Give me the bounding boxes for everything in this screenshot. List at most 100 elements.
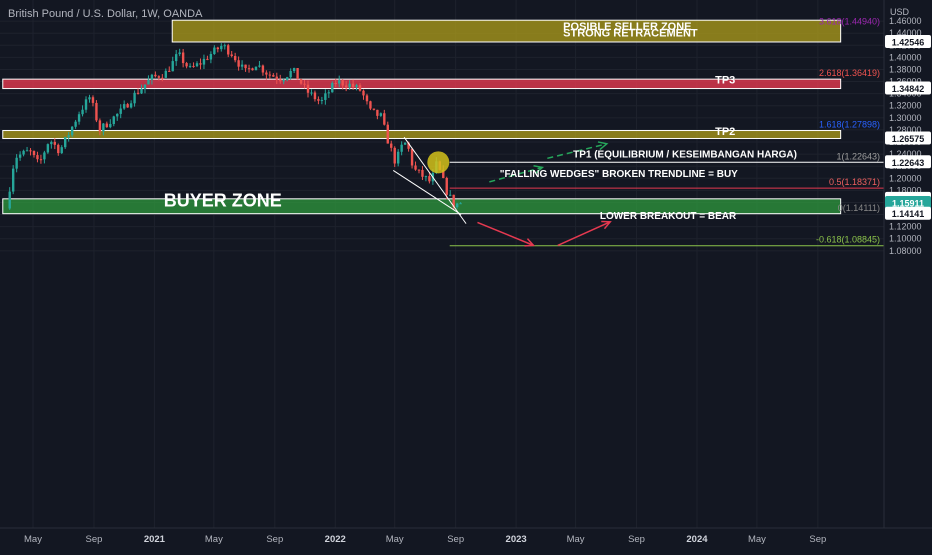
- candle-body: [303, 83, 306, 85]
- candle-body: [442, 169, 445, 178]
- candle-body: [46, 144, 50, 153]
- candle-body: [195, 63, 199, 67]
- candle-body: [188, 65, 192, 67]
- price-tag-label: 1.14141: [892, 209, 925, 219]
- candle-body: [265, 72, 268, 75]
- breakout-circle: [427, 151, 450, 174]
- arrow-up-1-head: [533, 165, 545, 174]
- candle-body: [449, 194, 452, 196]
- y-tick-label: 1.12000: [889, 222, 922, 232]
- candle-body: [341, 80, 344, 86]
- candle-body: [22, 150, 25, 155]
- x-tick-label: 2022: [325, 534, 346, 545]
- candle-body: [8, 191, 11, 209]
- arrow-up-2: [547, 143, 607, 160]
- candle-body: [251, 68, 254, 71]
- candle-body: [317, 99, 320, 101]
- x-tick-label: Sep: [447, 534, 464, 545]
- candle-body: [320, 99, 324, 101]
- x-tick-label: May: [567, 534, 585, 545]
- candle-body: [407, 142, 410, 149]
- y-tick-label: 1.24000: [889, 149, 922, 159]
- candle-body: [390, 143, 393, 148]
- candle-body: [351, 83, 355, 88]
- candle-body: [296, 68, 299, 80]
- candle-body: [275, 76, 278, 80]
- candle-body: [410, 148, 414, 166]
- candle-body: [213, 47, 216, 55]
- candle-body: [84, 99, 88, 110]
- price-tag: [885, 81, 931, 95]
- candle-body: [247, 68, 251, 70]
- y-tick-label: 1.10000: [889, 234, 922, 244]
- y-tick-label: 1.40000: [889, 52, 922, 62]
- candle-body: [168, 70, 171, 72]
- candle-body: [116, 113, 119, 117]
- candle-body: [150, 74, 154, 80]
- tp3-zone: [2, 78, 842, 90]
- candle-body: [29, 150, 32, 152]
- tp2-zone: [2, 130, 842, 140]
- candle-body: [129, 103, 133, 108]
- candle-body: [452, 194, 455, 208]
- annotation: POSIBLE SELLER ZONE: [563, 21, 691, 33]
- candle-body: [261, 65, 265, 73]
- fib-levels: 3.618(1.44940) 2.618(1.36419) 1.618(1.2789…: [449, 17, 884, 247]
- price-tag: [885, 195, 931, 209]
- candle-body: [365, 95, 369, 102]
- x-tick-label: May: [386, 534, 404, 545]
- y-tick-label: 1.44000: [889, 28, 922, 38]
- candle-body: [171, 61, 174, 72]
- arrow-rebound: [557, 221, 611, 247]
- y-tick-label: 1.46000: [889, 16, 922, 26]
- y-tick-label: 1.36000: [889, 77, 922, 87]
- x-tick-label: 2024: [686, 534, 708, 545]
- candle-body: [174, 54, 178, 62]
- candle-body: [383, 113, 386, 125]
- candle-body: [414, 165, 417, 170]
- candle-body: [338, 80, 341, 84]
- candle-body: [119, 108, 122, 114]
- candle-body: [348, 83, 351, 88]
- y-tick-label: 1.28000: [889, 125, 922, 135]
- candle-body: [199, 63, 202, 65]
- y-tick-label: 1.30000: [889, 113, 922, 123]
- candle-body: [164, 70, 167, 78]
- x-tick-label: 2021: [144, 534, 166, 545]
- annotation: TP1 (EQUILIBRIUM / KESEIMBANGAN HARGA): [573, 150, 797, 161]
- candle-body: [310, 92, 313, 94]
- candle-body: [279, 79, 282, 82]
- candle-body: [11, 168, 15, 192]
- candle-body: [240, 64, 244, 67]
- price-tag-label: 1.26575: [892, 134, 925, 144]
- candle-body: [157, 76, 161, 78]
- arrow-down-head: [524, 238, 536, 247]
- candle-body: [223, 45, 226, 47]
- candle-body: [15, 157, 18, 169]
- candle-body: [109, 124, 112, 128]
- candle-body: [313, 92, 317, 100]
- candle-body: [417, 169, 421, 171]
- candle-body: [39, 159, 43, 161]
- candle-body: [369, 101, 372, 109]
- candles: [8, 43, 462, 210]
- candle-body: [192, 65, 195, 67]
- x-tick-label: Sep: [85, 534, 102, 545]
- currency-label: USD: [890, 7, 910, 17]
- arrow-up-1: [489, 166, 543, 183]
- fib-label: 0(1.14111): [838, 203, 880, 213]
- candle-body: [209, 54, 213, 60]
- candle-body: [455, 203, 459, 208]
- price-tag-label: 1.34842: [892, 84, 925, 94]
- arrows: [477, 141, 612, 247]
- seller-zone: [171, 19, 842, 43]
- candle-body: [112, 116, 115, 125]
- candle-body: [244, 64, 247, 69]
- candle-body: [206, 58, 209, 60]
- price-tag-label: 1.42546: [892, 37, 925, 47]
- candle-body: [36, 155, 39, 160]
- candle-body: [91, 97, 95, 103]
